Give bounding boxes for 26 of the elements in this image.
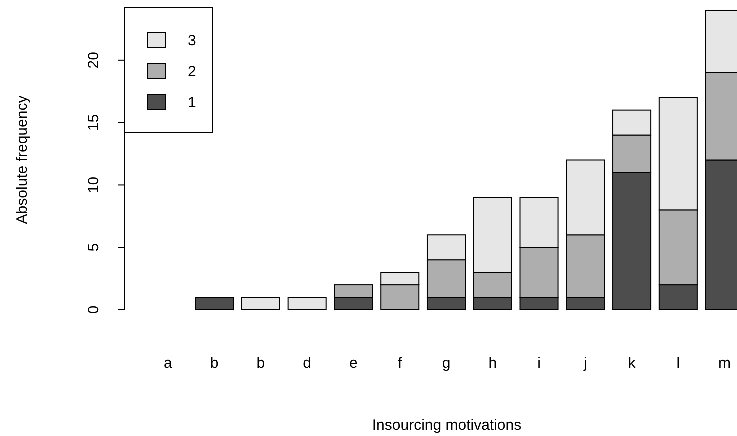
x-axis-title: Insourcing motivations: [372, 417, 522, 434]
x-tick-label: d: [303, 355, 312, 372]
y-tick-label: 10: [86, 176, 102, 194]
x-tick-label: g: [442, 355, 451, 372]
legend-label: 3: [188, 32, 196, 50]
y-tick-label: 0: [86, 306, 102, 314]
x-tick-label: b: [256, 355, 266, 372]
x-tick-label: f: [398, 355, 404, 372]
y-axis-title: Absolute frequency: [14, 95, 31, 224]
legend-label: 2: [188, 64, 196, 80]
x-tick-label: e: [350, 355, 358, 372]
bar: [288, 297, 327, 310]
x-tick-label: k: [628, 355, 636, 372]
y-tick-label: 5: [86, 243, 102, 252]
legend-label: 1: [188, 94, 196, 112]
bar: [195, 297, 234, 310]
x-tick-label: i: [538, 355, 541, 372]
x-tick-label: m: [718, 355, 732, 372]
x-tick-label: a: [164, 355, 174, 372]
y-tick-label: 15: [86, 114, 102, 132]
x-tick-label: j: [582, 355, 588, 372]
x-tick-label: b: [210, 355, 219, 372]
bar: [241, 297, 280, 310]
x-tick-label: l: [676, 355, 680, 372]
x-tick-label: h: [488, 355, 498, 372]
y-tick-label: 20: [86, 52, 102, 69]
